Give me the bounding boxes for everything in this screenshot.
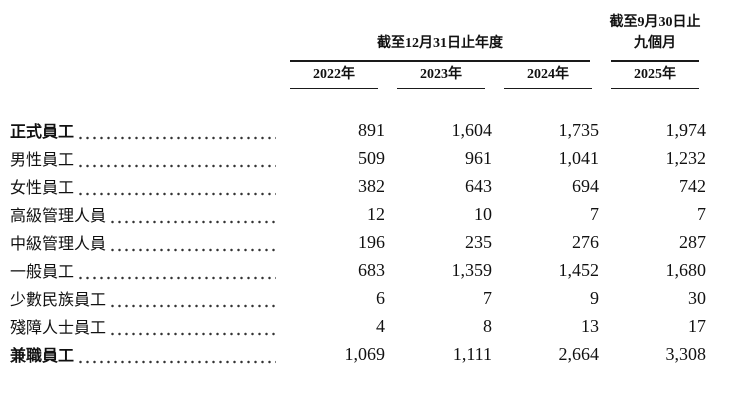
cell-value: 1,359: [451, 260, 493, 280]
dot-leader: [77, 164, 276, 168]
cell-value: 1,680: [665, 260, 707, 280]
table-row: 女性員工 382 643 694 742: [10, 172, 706, 200]
row-label: 女性員工: [10, 180, 75, 197]
cell-value: 287: [679, 232, 706, 252]
dot-leader: [77, 276, 276, 280]
table-row: 殘障人士員工 4 8 13 17: [10, 312, 706, 340]
cell-value: 17: [688, 316, 706, 336]
year-column-2024: 2024年: [492, 62, 599, 89]
cell-value: 509: [358, 148, 385, 168]
row-label: 男性員工: [10, 152, 75, 169]
cell-value: 643: [465, 176, 492, 196]
cell-value: 961: [465, 148, 492, 168]
cell-value: 3,308: [665, 344, 707, 364]
cell-value: 891: [358, 120, 385, 140]
cell-value: 742: [679, 176, 706, 196]
cell-value: 9: [590, 288, 599, 308]
dot-leader: [77, 136, 276, 140]
interim-group-rule: [611, 54, 699, 62]
interim-period-title: 截至9月30日止 九個月: [609, 12, 701, 54]
year-column-2022: 2022年: [278, 62, 385, 89]
cell-value: 12: [367, 204, 385, 224]
year-heading: 2023年: [397, 62, 485, 89]
row-label-cell: 男性員工: [10, 142, 278, 174]
annual-period-group: 截至12月31日止年度: [278, 33, 599, 62]
dot-leader: [109, 304, 276, 308]
interim-period-line1: 截至9月30日止: [609, 15, 701, 30]
cell-value: 1,452: [558, 260, 600, 280]
cell-value: 1,111: [452, 344, 492, 364]
dot-leader: [77, 192, 276, 196]
cell-value: 10: [474, 204, 492, 224]
table-row: 一般員工 683 1,359 1,452 1,680: [10, 256, 706, 284]
cell-value: 7: [697, 204, 706, 224]
cell-value: 6: [376, 288, 385, 308]
cell-value: 8: [483, 316, 492, 336]
year-heading: 2022年: [290, 62, 378, 89]
year-heading: 2025年: [611, 62, 699, 89]
cell-value: 1,041: [558, 148, 600, 168]
cell-value: 382: [358, 176, 385, 196]
row-label-cell: 高級管理人員: [10, 198, 278, 230]
row-label: 正式員工: [10, 124, 75, 141]
table-row: 高級管理人員 12 10 7 7: [10, 200, 706, 228]
annual-period-title: 截至12月31日止年度: [290, 33, 590, 62]
cell-value: 1,735: [558, 120, 600, 140]
cell-value: 235: [465, 232, 492, 252]
cell-value: 30: [688, 288, 706, 308]
cell-value: 1,974: [665, 120, 707, 140]
table-header-years: 2022年 2023年 2024年 2025年: [10, 62, 706, 89]
cell-value: 7: [590, 204, 599, 224]
cell-value: 1,604: [451, 120, 493, 140]
year-heading: 2024年: [504, 62, 592, 89]
employee-stats-table: 截至12月31日止年度 截至9月30日止 九個月 2022年 2023年 202…: [10, 12, 706, 368]
year-column-2025: 2025年: [599, 62, 706, 89]
cell-value: 196: [358, 232, 385, 252]
table-body: 正式員工 891 1,604 1,735 1,974 男性員工 509 961 1,041 1,2…: [10, 116, 706, 368]
table-row: 兼職員工 1,069 1,111 2,664 3,308: [10, 340, 706, 368]
row-label: 一般員工: [10, 264, 75, 281]
row-label-cell: 一般員工: [10, 254, 278, 286]
interim-period-group: 截至9月30日止 九個月: [599, 12, 706, 62]
dot-leader: [109, 248, 276, 252]
row-label-cell: 正式員工: [10, 114, 278, 146]
cell-value: 2,664: [558, 344, 600, 364]
dot-leader: [109, 332, 276, 336]
year-column-2023: 2023年: [385, 62, 492, 89]
table-row: 少數民族員工 6 7 9 30: [10, 284, 706, 312]
cell-value: 7: [483, 288, 492, 308]
cell-value: 1,232: [665, 148, 707, 168]
cell-value: 4: [376, 316, 385, 336]
row-label: 高級管理人員: [10, 208, 107, 225]
dot-leader: [109, 220, 276, 224]
cell-value: 276: [572, 232, 599, 252]
row-label-cell: 女性員工: [10, 170, 278, 202]
row-label: 少數民族員工: [10, 292, 107, 309]
row-label-cell: 殘障人士員工: [10, 310, 278, 342]
dot-leader: [77, 360, 276, 364]
table-row: 正式員工 891 1,604 1,735 1,974: [10, 116, 706, 144]
row-label: 殘障人士員工: [10, 320, 107, 337]
cell-value: 13: [581, 316, 599, 336]
table-header-groups: 截至12月31日止年度 截至9月30日止 九個月: [10, 12, 706, 62]
row-label: 中級管理人員: [10, 236, 107, 253]
cell-value: 1,069: [344, 344, 386, 364]
row-label-cell: 兼職員工: [10, 338, 278, 370]
row-label-cell: 少數民族員工: [10, 282, 278, 314]
row-label-cell: 中級管理人員: [10, 226, 278, 258]
interim-period-line2: 九個月: [634, 36, 676, 51]
header-label-spacer: [10, 62, 278, 89]
table-row: 中級管理人員 196 235 276 287: [10, 228, 706, 256]
table-row: 男性員工 509 961 1,041 1,232: [10, 144, 706, 172]
cell-value: 683: [358, 260, 385, 280]
cell-value: 694: [572, 176, 599, 196]
row-label: 兼職員工: [10, 348, 75, 365]
